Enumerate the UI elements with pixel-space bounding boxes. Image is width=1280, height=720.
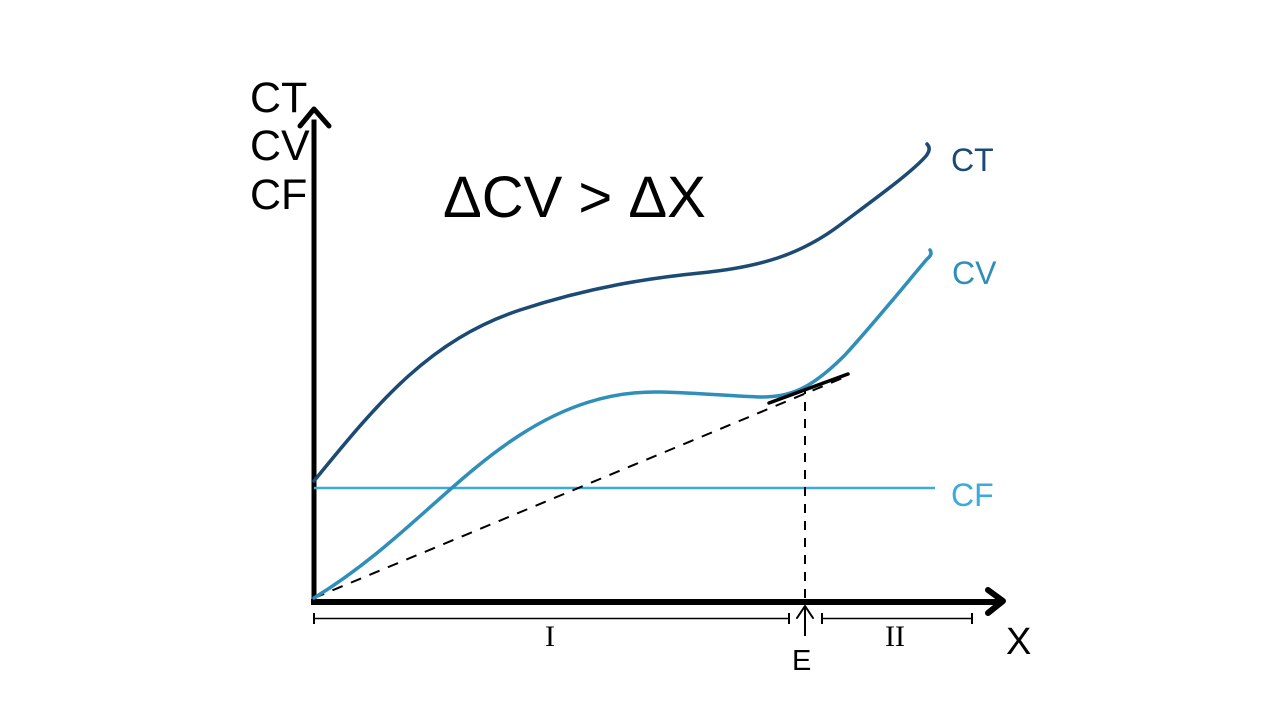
svg-text:CT: CT	[250, 74, 307, 122]
svg-text:II: II	[885, 620, 905, 653]
svg-text:I: I	[545, 620, 555, 653]
svg-text:CT: CT	[951, 142, 994, 178]
svg-text:CV: CV	[952, 255, 997, 291]
svg-text:CF: CF	[250, 171, 307, 219]
svg-text:X: X	[1006, 621, 1031, 663]
svg-text:CV: CV	[250, 122, 310, 170]
svg-text:E: E	[792, 645, 811, 677]
svg-text:ΔCV > ΔX: ΔCV > ΔX	[443, 165, 706, 230]
svg-text:CF: CF	[951, 477, 994, 513]
